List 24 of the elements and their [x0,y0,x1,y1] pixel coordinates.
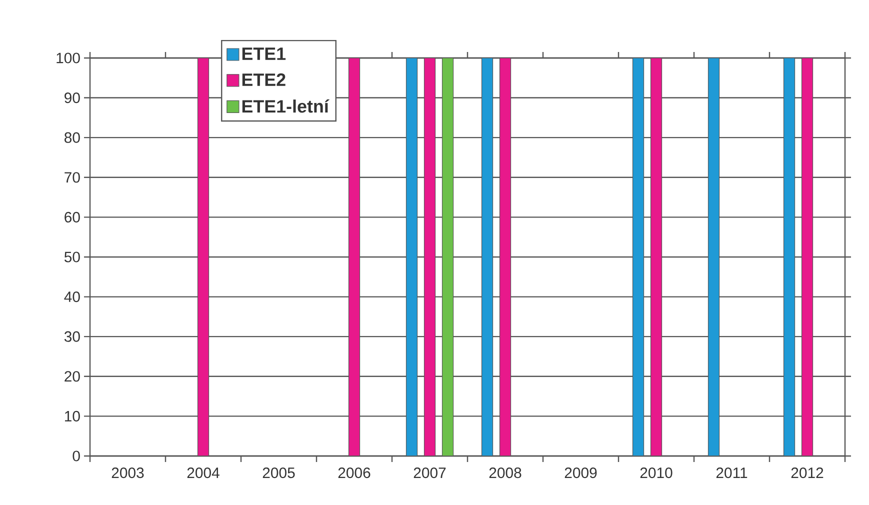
y-tick-label: 10 [65,410,80,422]
y-tick-label: 80 [64,132,80,143]
legend-label: ETE2 [242,73,286,86]
x-tick-label: 2011 [716,468,748,478]
x-tick-label: 2005 [262,468,295,478]
x-tick-label: 2007 [414,468,446,478]
y-tick-label: 40 [64,291,80,302]
legend-label: ETE1-letní [242,99,330,113]
legend-label: ETE1 [242,48,286,60]
x-tick-label: 2009 [564,468,597,478]
x-tick-label: 2010 [640,468,672,478]
y-tick-label: 50 [64,252,80,262]
x-tick-label: 2008 [489,468,522,478]
y-tick-label: 30 [64,331,80,342]
x-tick-label: 2006 [338,468,370,478]
y-tick-label: 60 [64,212,80,222]
x-tick-label: 2012 [791,468,824,478]
y-tick-label: 70 [64,172,80,183]
y-tick-label: 20 [64,371,80,382]
x-tick-label: 2004 [187,468,220,478]
y-tick-label: 90 [64,92,80,104]
y-tick-label: 0 [72,450,80,462]
x-tick-label: 2003 [112,468,144,478]
y-tick-label: 100 [56,52,80,64]
